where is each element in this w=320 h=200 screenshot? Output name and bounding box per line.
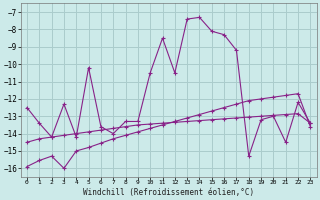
X-axis label: Windchill (Refroidissement éolien,°C): Windchill (Refroidissement éolien,°C) [83, 188, 254, 197]
